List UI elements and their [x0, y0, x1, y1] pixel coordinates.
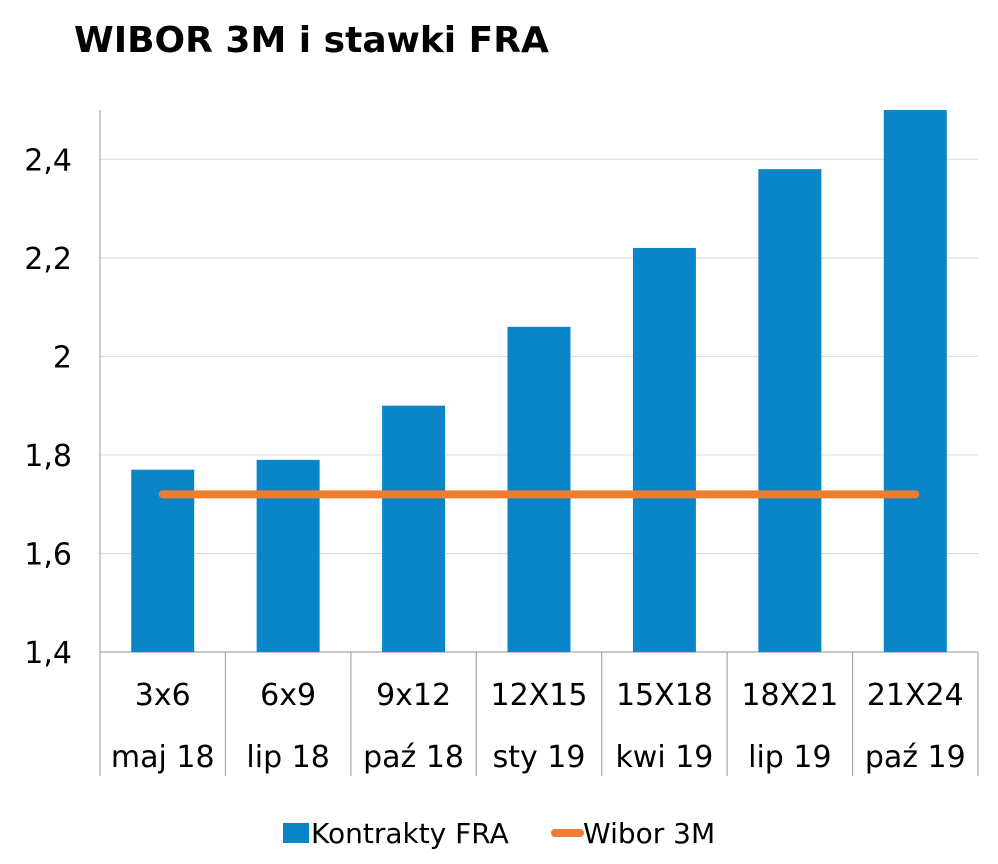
- bar-kontrakty-fra: [131, 469, 195, 652]
- y-tick-label: 1,6: [24, 537, 72, 572]
- bar-kontrakty-fra: [382, 405, 446, 652]
- legend-label-kontrakty-fra: Kontrakty FRA: [311, 817, 509, 850]
- x-tick-sublabel: lip 19: [748, 740, 831, 775]
- y-tick-label: 2: [53, 340, 72, 375]
- x-tick-sublabel: sty 19: [493, 740, 586, 775]
- y-tick-label: 2,2: [24, 242, 72, 277]
- x-tick-sublabel: paź 19: [865, 740, 966, 775]
- legend-label-wibor-3m: Wibor 3M: [583, 817, 715, 850]
- x-tick-label: 21X24: [867, 678, 964, 713]
- x-tick-label: 18X21: [741, 678, 838, 713]
- y-tick-label: 2,4: [24, 143, 72, 178]
- x-tick-sublabel: paź 18: [363, 740, 464, 775]
- y-tick-label: 1,8: [24, 439, 72, 474]
- bar-kontrakty-fra: [507, 326, 571, 652]
- x-tick-label: 3x6: [135, 678, 191, 713]
- bar-kontrakty-fra: [758, 169, 822, 653]
- chart-title: WIBOR 3M i stawki FRA: [74, 20, 549, 61]
- x-tick-label: 12X15: [491, 678, 588, 713]
- x-tick-label: 15X18: [616, 678, 713, 713]
- x-tick-sublabel: lip 18: [246, 740, 329, 775]
- y-tick-label: 1,4: [24, 636, 72, 671]
- bar-kontrakty-fra: [256, 459, 320, 652]
- bar-kontrakty-fra: [883, 110, 947, 652]
- legend-swatch-kontrakty-fra: [283, 823, 309, 843]
- bar-kontrakty-fra: [632, 247, 696, 653]
- x-tick-label: 9x12: [376, 678, 451, 713]
- x-tick-sublabel: kwi 19: [615, 740, 713, 775]
- x-tick-sublabel: maj 18: [111, 740, 215, 775]
- x-tick-label: 6x9: [260, 678, 316, 713]
